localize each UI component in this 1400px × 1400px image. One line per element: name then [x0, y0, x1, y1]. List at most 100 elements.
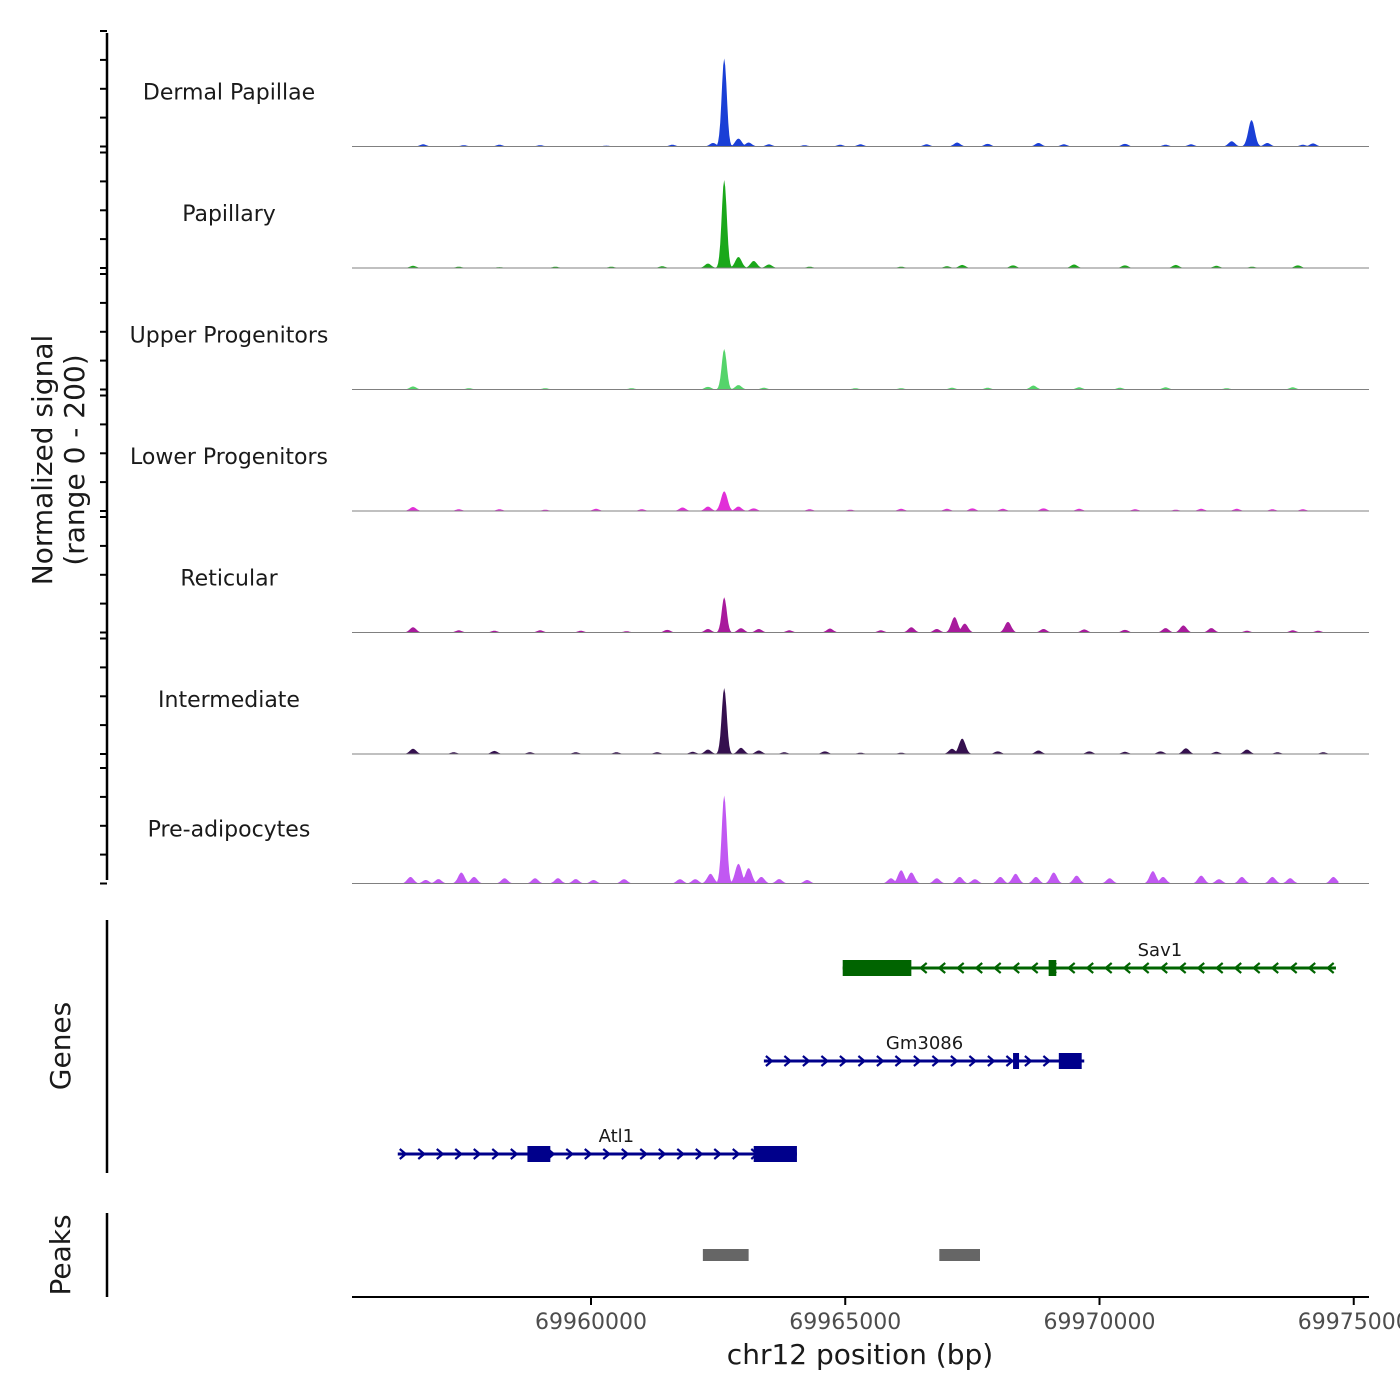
- strand-arrow: [417, 1148, 426, 1160]
- x-tick-label: 69970000: [1044, 1310, 1156, 1335]
- signal-area: [397, 349, 1339, 390]
- strand-arrow: [1233, 962, 1242, 974]
- strand-arrow: [931, 1055, 941, 1067]
- track-5: Intermediate: [158, 688, 1369, 755]
- track-label: Pre-adipocytes: [148, 818, 311, 843]
- strand-arrow: [857, 1055, 867, 1067]
- strand-arrow: [1140, 962, 1150, 974]
- strand-arrow: [783, 1055, 793, 1067]
- strand-arrow: [399, 1148, 408, 1160]
- x-tick-label: 69965000: [789, 1310, 901, 1335]
- exon: [1058, 1053, 1082, 1069]
- x-tick-label: 69960000: [535, 1310, 647, 1335]
- signal-area: [397, 58, 1339, 147]
- strand-arrow: [1066, 962, 1076, 974]
- track-label: Reticular: [180, 567, 278, 592]
- strand-arrow: [918, 962, 928, 974]
- strand-arrow: [1024, 1055, 1033, 1067]
- peak-regions: [702, 1249, 980, 1261]
- strand-arrow: [1011, 962, 1020, 974]
- strand-arrow: [1042, 1055, 1052, 1067]
- strand-arrow: [1288, 962, 1298, 974]
- gene-label: Sav1: [1138, 940, 1183, 961]
- strand-arrow: [765, 1055, 774, 1067]
- track-label: Papillary: [182, 202, 276, 227]
- track-2: Upper Progenitors: [130, 324, 1369, 390]
- strand-arrow: [658, 1148, 667, 1160]
- track-label: Lower Progenitors: [130, 445, 328, 470]
- strand-arrow: [802, 1055, 811, 1067]
- track-label: Upper Progenitors: [130, 324, 329, 349]
- strand-arrow: [732, 1148, 741, 1160]
- strand-arrow: [602, 1148, 611, 1160]
- strand-arrow: [1270, 962, 1279, 974]
- track-3: Lower Progenitors: [130, 445, 1369, 512]
- strand-arrow: [713, 1148, 722, 1160]
- strand-arrow: [1325, 962, 1335, 974]
- strand-arrow: [1029, 962, 1039, 974]
- strand-arrow: [639, 1148, 648, 1160]
- strand-arrow: [1085, 962, 1094, 974]
- gene-label: Atl1: [599, 1126, 635, 1147]
- strand-arrow: [454, 1148, 463, 1160]
- signal-area: [397, 180, 1339, 268]
- x-axis-ticks: 69960000 69965000 69970000 69975000: [535, 1297, 1400, 1335]
- gene-gm3086: Gm3086: [763, 1033, 1085, 1069]
- strand-arrow: [473, 1148, 482, 1160]
- exon: [753, 1146, 797, 1162]
- track-label: Dermal Papillae: [143, 81, 315, 106]
- signal-area: [397, 597, 1339, 633]
- strand-arrow: [676, 1148, 685, 1160]
- exon: [1013, 1053, 1020, 1069]
- strand-arrow: [937, 962, 946, 974]
- gene-atl1: Atl1: [397, 1126, 797, 1162]
- strand-arrow: [1251, 962, 1261, 974]
- x-tick-label: 69975000: [1298, 1310, 1400, 1335]
- gene-models: Sav1 Gm3086 Atl1: [397, 940, 1336, 1162]
- gene-label: Gm3086: [886, 1033, 963, 1054]
- y-axis-title-line2: (range 0 - 200): [58, 354, 91, 565]
- strand-arrow: [974, 962, 983, 974]
- strand-arrow: [1177, 962, 1187, 974]
- exon: [1048, 960, 1057, 976]
- track-0: Dermal Papillae: [143, 58, 1369, 147]
- peak-region: [939, 1249, 980, 1261]
- strand-arrow: [491, 1148, 500, 1160]
- strand-arrow: [955, 962, 965, 974]
- signal-area: [397, 688, 1339, 754]
- x-axis-title: chr12 position (bp): [727, 1338, 993, 1371]
- exon: [842, 960, 912, 976]
- track-6: Pre-adipocytes: [148, 795, 1369, 884]
- strand-arrow: [950, 1055, 959, 1067]
- strand-arrow: [1196, 962, 1205, 974]
- track-1: Papillary: [182, 180, 1369, 269]
- track-4: Reticular: [180, 567, 1369, 633]
- strand-arrow: [1214, 962, 1224, 974]
- strand-arrow: [913, 1055, 922, 1067]
- strand-arrow: [584, 1148, 593, 1160]
- exon: [527, 1146, 551, 1162]
- strand-arrow: [1005, 1055, 1015, 1067]
- strand-arrow: [436, 1148, 445, 1160]
- coverage-y-ticks: [100, 30, 107, 885]
- strand-arrow: [894, 1055, 904, 1067]
- strand-arrow: [565, 1148, 574, 1160]
- signal-area: [397, 795, 1339, 884]
- gene-sav1: Sav1: [842, 940, 1336, 976]
- strand-arrow: [992, 962, 1002, 974]
- strand-arrow: [510, 1148, 519, 1160]
- genes-panel-label: Genes: [44, 1002, 77, 1090]
- strand-arrow: [621, 1148, 630, 1160]
- strand-arrow: [1159, 962, 1168, 974]
- y-axis-title-line1: Normalized signal: [26, 335, 59, 586]
- strand-arrow: [1103, 962, 1113, 974]
- strand-arrow: [968, 1055, 978, 1067]
- strand-arrow: [1122, 962, 1131, 974]
- coverage-tracks: Dermal Papillae Papillary Upper Progenitor…: [130, 58, 1369, 884]
- track-label: Intermediate: [158, 688, 300, 713]
- strand-arrow: [839, 1055, 848, 1067]
- strand-arrow: [876, 1055, 885, 1067]
- signal-area: [397, 491, 1339, 511]
- strand-arrow: [695, 1148, 704, 1160]
